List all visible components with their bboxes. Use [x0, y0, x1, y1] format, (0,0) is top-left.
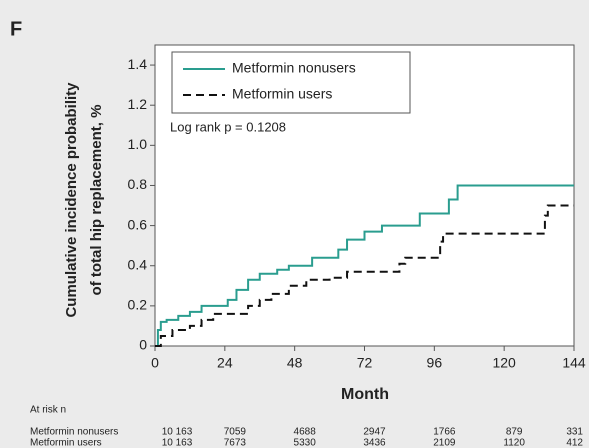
x-tick-label: 96 — [427, 355, 443, 371]
x-tick-label: 120 — [492, 355, 516, 371]
y-tick-label: 0.6 — [128, 216, 148, 232]
risk-row-name: Metformin nonusers — [30, 427, 118, 438]
x-tick-label: 0 — [151, 355, 159, 371]
series-line — [155, 184, 574, 347]
panel-label: F — [10, 18, 22, 40]
y-tick-label: 1.4 — [128, 56, 148, 72]
x-tick-label: 144 — [562, 355, 586, 371]
risk-value: 412 — [566, 438, 583, 448]
risk-value: 5330 — [294, 438, 317, 448]
y-tick-label: 1.2 — [128, 96, 148, 112]
x-tick-label: 48 — [287, 355, 303, 371]
risk-value: 4688 — [294, 427, 317, 438]
risk-value: 10 163 — [162, 427, 193, 438]
risk-table-title: At risk n — [30, 405, 66, 416]
legend-label: Metformin nonusers — [232, 60, 356, 76]
legend — [171, 51, 411, 114]
x-tick-label: 72 — [357, 355, 373, 371]
annotation: Log rank p = 0.1208 — [170, 119, 286, 134]
y-tick-label: 0 — [139, 337, 147, 353]
risk-value: 7673 — [224, 438, 247, 448]
risk-value: 1120 — [503, 438, 525, 448]
risk-value: 331 — [566, 427, 583, 438]
risk-value: 3436 — [363, 438, 386, 448]
y-axis-label: of total hip replacement, % — [88, 105, 105, 296]
y-tick-label: 1.0 — [128, 136, 148, 152]
x-tick-label: 24 — [217, 355, 233, 371]
risk-value: 879 — [506, 427, 523, 438]
series-line — [155, 204, 574, 347]
risk-value: 1766 — [433, 427, 456, 438]
y-tick-label: 0.2 — [128, 297, 148, 313]
risk-value: 2947 — [363, 427, 386, 438]
y-axis-label: Cumulative incidence probability — [63, 82, 80, 318]
y-tick-label: 0.8 — [128, 176, 148, 192]
x-axis-label: Month — [341, 386, 389, 403]
risk-value: 7059 — [224, 427, 247, 438]
risk-row-name: Metformin users — [30, 438, 102, 448]
y-tick-label: 0.4 — [128, 256, 148, 272]
risk-value: 10 163 — [162, 438, 193, 448]
risk-value: 2109 — [433, 438, 456, 448]
legend-label: Metformin users — [232, 86, 332, 102]
